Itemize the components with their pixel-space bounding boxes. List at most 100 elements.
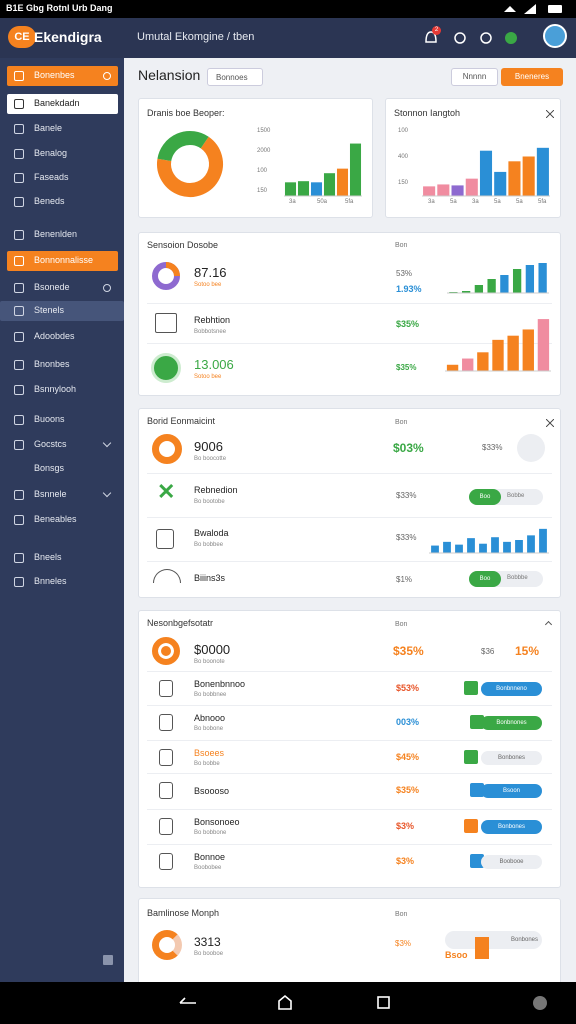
pill[interactable]: Bonbnones [481, 716, 542, 730]
mini-bar [464, 819, 478, 833]
metric-pct: $53% [396, 683, 420, 693]
back-button [179, 997, 196, 1004]
bar [451, 185, 464, 196]
sidebar-item[interactable]: Faseads [0, 168, 124, 188]
metric-sub: Bo boonote [194, 659, 225, 665]
pill[interactable]: Boobooe [481, 855, 542, 869]
wifi-icon [504, 6, 516, 12]
graphic [429, 528, 549, 554]
collapse-chevron [544, 620, 553, 629]
home-button [278, 994, 292, 1010]
action-button[interactable] [517, 434, 545, 462]
graphic [422, 147, 550, 197]
bar [479, 150, 493, 196]
close-button [546, 110, 554, 118]
sidebar-item[interactable]: Bsonede [0, 278, 124, 298]
separator [147, 809, 552, 810]
bar [492, 339, 504, 371]
graphic [157, 131, 223, 197]
metric-pct: $3% [395, 939, 412, 948]
sidebar-item[interactable]: Beneds [0, 192, 124, 212]
ring-icon [152, 930, 182, 960]
sidebar-item[interactable]: Bnneles [0, 572, 124, 592]
dropdown[interactable]: Bonnoes [207, 68, 263, 86]
sidebar-item[interactable]: Bonnonnalisse [7, 251, 118, 271]
sidebar-icon [14, 440, 24, 450]
card: Dranis boe Beoper: 1500 2000 100 150 3a 50a 5fa [138, 98, 373, 218]
x-label: 3a [289, 199, 296, 205]
card-title: Borid Eonmaicint [147, 416, 216, 426]
row-sub: Bobbotsnee [194, 329, 227, 335]
bar [431, 545, 439, 553]
metric-pct: $1% [396, 575, 413, 584]
pill[interactable]: Bonbnneno [481, 682, 542, 696]
widget-chart [475, 937, 489, 959]
bar [462, 358, 474, 371]
sidebar-icon [14, 124, 24, 134]
separator [147, 343, 552, 344]
donut-segment [157, 131, 209, 162]
sidebar-item[interactable]: Banekdadn [7, 94, 118, 114]
sidebar-item[interactable]: Benenlden [0, 225, 124, 245]
widget-pill: Bonbones [511, 937, 539, 943]
row-title: Abnooo [194, 713, 226, 723]
sidebar-item[interactable]: Bsnnylooh [0, 380, 124, 400]
row-title: Biiins3s [194, 573, 226, 583]
sidebar-item[interactable]: Adoobdes [0, 327, 124, 347]
button-secondary[interactable]: Nnnnn [451, 68, 498, 86]
sidebar-item[interactable]: Buoons [0, 410, 124, 430]
sidebar-item[interactable]: Stenels [0, 301, 124, 321]
sidebar-icon [14, 385, 24, 395]
bar [284, 182, 297, 196]
battery-icon [548, 5, 562, 13]
bar [310, 182, 323, 196]
bar [477, 352, 489, 371]
avatar[interactable] [543, 24, 567, 48]
sidebar: Bonenbes Banekdadn Banele Benalog Faseads Ben… [0, 58, 124, 982]
pill[interactable]: Bsoon [481, 784, 542, 798]
card-title: Nesonbgefsotatr [147, 618, 214, 628]
row-title: Bwaloda [194, 528, 229, 538]
sidebar-item[interactable]: Banele [0, 119, 124, 139]
mini-bar [470, 715, 484, 729]
sidebar-label: Adoobdes [34, 331, 75, 341]
metric-sub: Sotoo bee [194, 282, 222, 288]
chevron [102, 438, 112, 448]
sidebar-item[interactable]: Beneables [0, 510, 124, 530]
sidebar-item[interactable]: Bneels [0, 548, 124, 568]
sidebar-label: Bneels [34, 552, 62, 562]
sidebar-item[interactable]: Bnonbes [0, 355, 124, 375]
sidebar-label: Bonenbes [34, 70, 75, 80]
row-title: Bonsonoeo [194, 817, 240, 827]
bar [537, 319, 550, 371]
card: Stonnon Iangtoh 100 400 150 3a 5a 3a 5a 5a 5fa [385, 98, 561, 218]
metric-pct: 1.93% [396, 284, 422, 294]
metric-pct: $03% [393, 441, 424, 455]
sidebar-item[interactable]: Gocstcs [0, 435, 124, 455]
button-primary[interactable]: Bneneres [501, 68, 563, 86]
ring-icon [152, 637, 180, 665]
row-icon [159, 782, 173, 799]
sidebar-item[interactable]: Bonenbes [7, 66, 118, 86]
sidebar-icon [14, 515, 24, 525]
sidebar-label: Stenels [34, 305, 65, 315]
dot-icon [103, 72, 111, 80]
metric-pct: $33% [396, 491, 417, 500]
sidebar-label: Bonnonnalisse [34, 255, 94, 265]
sidebar-icon [14, 197, 24, 207]
sidebar-icon [14, 332, 24, 342]
mini-bar [464, 750, 478, 764]
chevron [102, 488, 112, 498]
sidebar-item[interactable]: Bonsgs [0, 459, 124, 479]
card: Nesonbgefsotatr Bon $0000 Bo boonote $35% $36… [138, 610, 561, 888]
collapse-icon[interactable] [103, 955, 113, 965]
bar [503, 541, 511, 553]
axis-label: 100 [398, 128, 409, 134]
sidebar-item[interactable]: Benalog [0, 144, 124, 164]
row-sub: Bo bobone [194, 726, 224, 732]
pill[interactable]: Bonbones [481, 820, 542, 834]
pill[interactable]: Bonbones [481, 751, 542, 765]
sidebar-icon [14, 99, 24, 109]
toggle-off: Bobbbe [507, 575, 528, 581]
sidebar-item[interactable]: Bsnnele [0, 485, 124, 505]
